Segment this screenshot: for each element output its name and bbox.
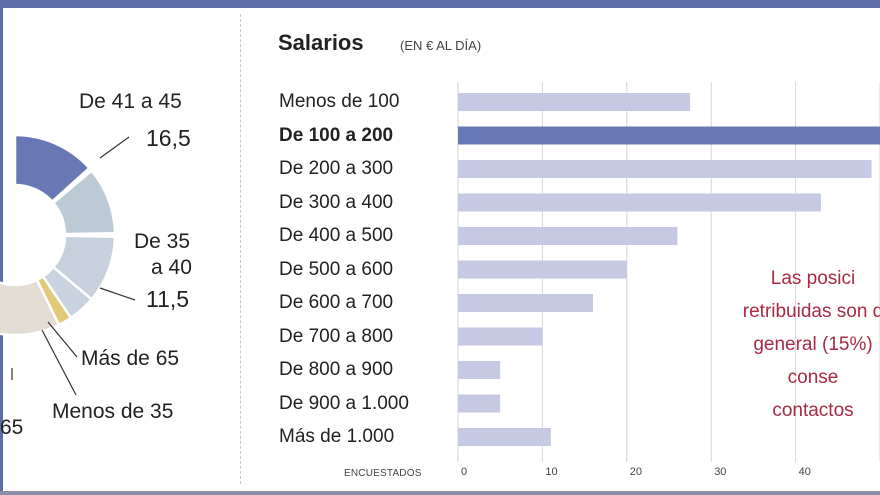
chart-subtitle: (EN € AL DÍA)	[400, 38, 482, 53]
category-label: De 700 a 800	[279, 325, 394, 347]
note-line: Las posici	[770, 268, 856, 289]
bar	[458, 93, 691, 111]
x-tick-label: 30	[714, 466, 727, 478]
category-label: De 600 a 700	[279, 292, 394, 313]
leader-line	[99, 136, 130, 159]
bar	[458, 260, 627, 279]
x-tick-label: 20	[629, 466, 643, 478]
donut-segment	[13, 133, 92, 204]
category-label: De 200 a 300	[279, 158, 394, 179]
note-line: general (15%)	[753, 334, 873, 355]
donut-label-menos-de-35: Menos de 35	[52, 400, 174, 423]
donut-value-de-35-a-40: 11,5	[146, 286, 190, 312]
category-label: De 400 a 500	[279, 225, 394, 246]
bottom-rule	[0, 491, 880, 495]
annotation-note: Las posici retribuidas son d general (15…	[683, 262, 880, 427]
bar	[458, 327, 543, 346]
left-rule	[0, 0, 3, 495]
panel-divider	[240, 14, 241, 484]
category-label: De 900 a 1.000	[279, 392, 409, 414]
donut-label-de-35-line2: a 40	[151, 256, 192, 279]
chart-title: Salarios	[278, 30, 364, 55]
note-line: conse	[787, 367, 839, 388]
age-donut-chart	[0, 133, 136, 396]
note-line: contactos	[772, 400, 854, 421]
x-axis-title: ENCUESTADOS	[344, 468, 422, 479]
donut-label-de-35-line1: De 35	[134, 230, 191, 253]
category-label: Menos de 100	[279, 91, 400, 112]
bar	[458, 428, 551, 446]
donut-label-de-41-a-45: De 41 a 45	[79, 90, 182, 113]
x-tick-label: 0	[461, 466, 468, 478]
donut-label-mas-de-65: Más de 65	[81, 347, 180, 370]
donut-segment	[0, 278, 61, 337]
bar	[458, 126, 880, 145]
category-label: Más de 1.000	[279, 426, 395, 447]
category-label: De 100 a 200	[279, 124, 394, 146]
donut-value-de-41-a-45: 16,5	[146, 125, 191, 151]
category-label: De 500 a 600	[279, 258, 394, 280]
leader-line	[47, 321, 78, 358]
donut-label-partial-65: 65	[0, 416, 24, 439]
x-tick-label: 10	[545, 466, 558, 478]
note-line: retribuidas son d	[742, 301, 880, 322]
bar	[458, 294, 594, 312]
leader-line	[99, 287, 136, 301]
bar	[458, 361, 501, 379]
top-rule	[0, 0, 880, 8]
bar	[458, 160, 872, 178]
bar	[458, 193, 821, 212]
category-label: De 300 a 400	[279, 191, 394, 213]
bar	[458, 394, 501, 413]
category-label: De 800 a 900	[279, 359, 394, 380]
donut-segment	[51, 168, 117, 236]
bar	[458, 227, 678, 245]
x-tick-label: 40	[798, 466, 811, 478]
leader-line	[41, 329, 77, 396]
